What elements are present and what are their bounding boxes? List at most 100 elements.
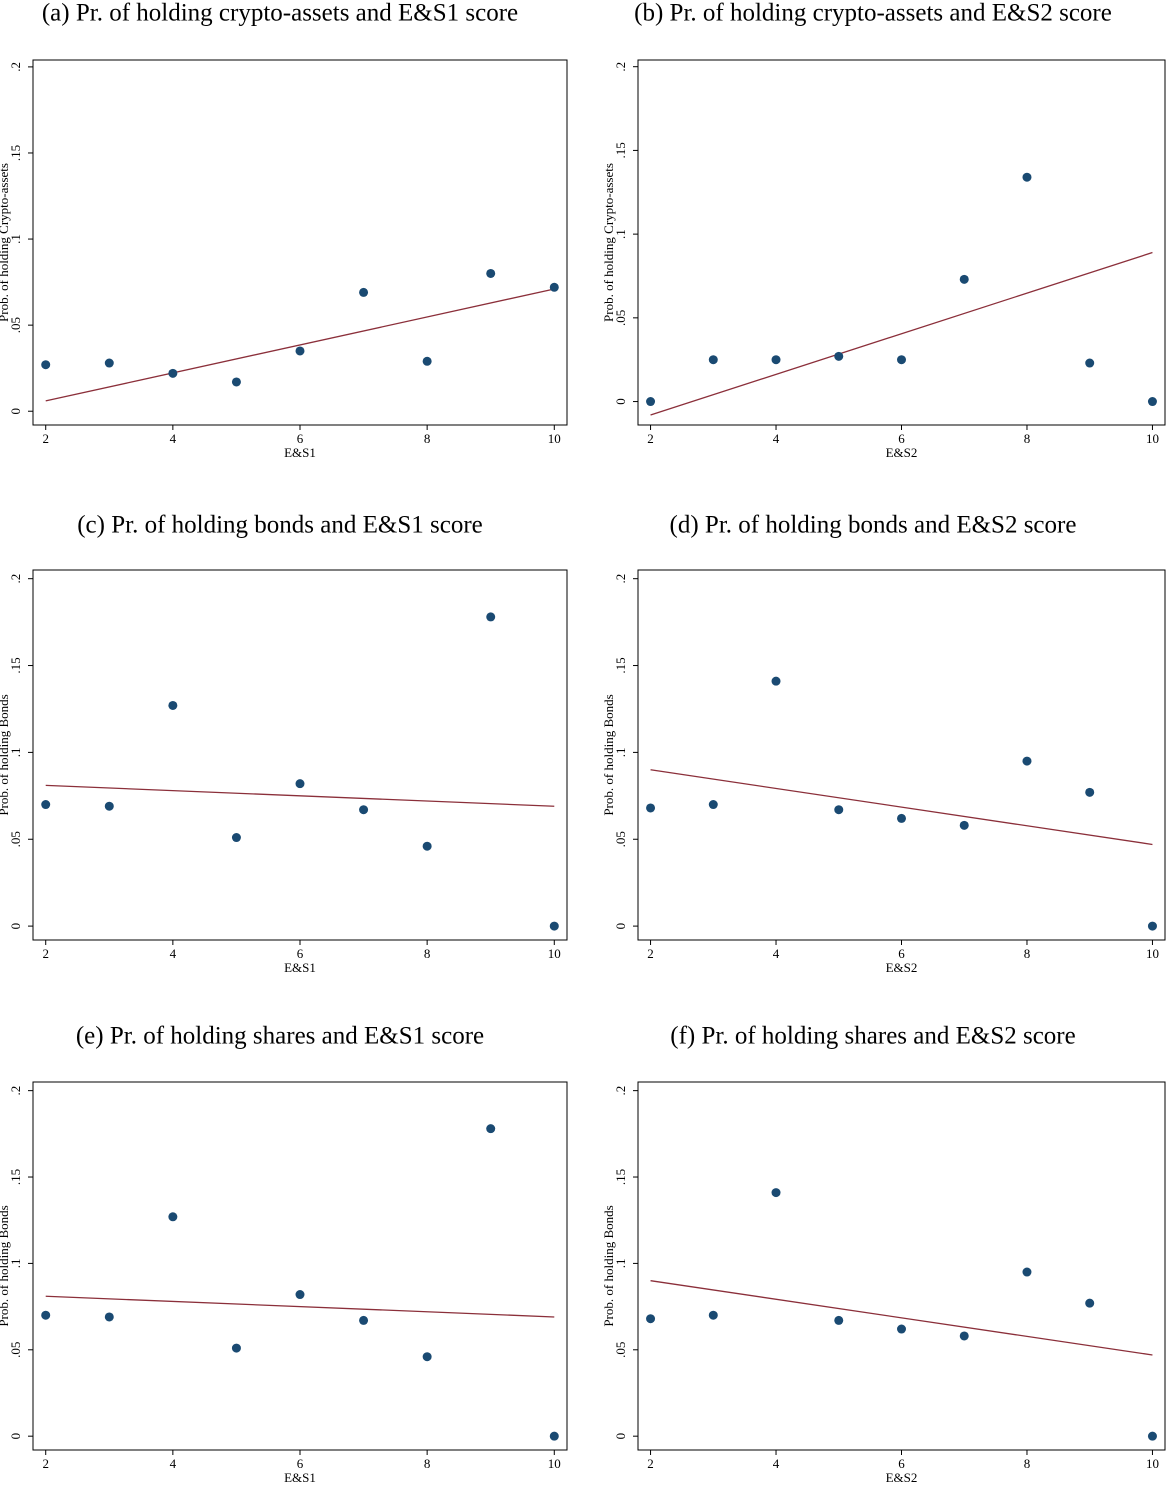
point	[771, 355, 781, 365]
point	[834, 1315, 844, 1325]
plot-frame	[637, 569, 1166, 941]
x-axis-label: E&S1	[284, 960, 316, 975]
point	[486, 1124, 496, 1134]
point	[104, 1312, 114, 1322]
x-tick-label: 2	[647, 431, 654, 446]
point	[359, 287, 369, 297]
y-tick-label: .1	[8, 1259, 23, 1269]
point	[959, 274, 969, 284]
y-tick-label: .2	[8, 1086, 23, 1096]
x-tick-label: 6	[898, 946, 905, 961]
point	[168, 368, 178, 378]
x-tick-label: 10	[1146, 431, 1159, 446]
point	[295, 346, 305, 356]
x-tick-label: 4	[773, 946, 780, 961]
y-tick-label: .2	[613, 1086, 628, 1096]
point	[359, 1315, 369, 1325]
y-axis-label: Prob. of holding Bonds	[601, 694, 616, 815]
x-tick-label: 6	[297, 431, 304, 446]
point	[104, 801, 114, 811]
y-tick-label: .2	[8, 574, 23, 584]
x-axis-label: E&S2	[886, 960, 918, 975]
point	[549, 1431, 559, 1441]
x-tick-label: 2	[647, 1456, 654, 1471]
x-tick-label: 8	[424, 1456, 431, 1471]
y-tick-label: .1	[613, 1259, 628, 1269]
point	[295, 779, 305, 789]
point	[486, 268, 496, 278]
y-tick-label: 0	[8, 1433, 23, 1440]
point	[104, 358, 114, 368]
y-tick-label: .05	[8, 1342, 23, 1358]
plot-frame	[32, 569, 568, 941]
point	[168, 700, 178, 710]
y-tick-label: 0	[613, 923, 628, 930]
point	[231, 833, 241, 843]
y-tick-label: 0	[8, 923, 23, 930]
x-tick-label: 8	[424, 431, 431, 446]
x-tick-label: 6	[297, 946, 304, 961]
fit-line	[45, 784, 555, 807]
y-tick-label: .05	[613, 310, 628, 326]
x-axis-label: E&S1	[284, 445, 316, 460]
x-tick-label: 2	[42, 946, 49, 961]
y-axis-label: Prob. of holding Bonds	[601, 1205, 616, 1326]
x-tick-label: 4	[170, 431, 177, 446]
y-tick-label: 0	[8, 408, 23, 415]
x-tick-label: 2	[42, 1456, 49, 1471]
y-axis-label: Prob. of holding Crypto-assets	[0, 163, 11, 322]
panel: (e) Pr. of holding shares and E&S1 score…	[0, 1023, 568, 1485]
point	[1147, 921, 1157, 931]
panel: (a) Pr. of holding crypto-assets and E&S…	[0, 0, 568, 460]
y-tick-label: .05	[613, 1342, 628, 1358]
y-tick-label: .15	[613, 142, 628, 158]
point	[646, 1314, 656, 1324]
point	[771, 1188, 781, 1198]
point	[231, 1343, 241, 1353]
point	[708, 355, 718, 365]
panel: (d) Pr. of holding bonds and E&S2 score 2…	[601, 512, 1166, 975]
y-tick-label: .1	[8, 234, 23, 244]
plot-frame	[32, 59, 568, 426]
point	[708, 800, 718, 810]
fit-line	[45, 1295, 555, 1318]
panel-title: (c) Pr. of holding bonds and E&S1 score	[77, 512, 483, 539]
y-axis-label: Prob. of holding Crypto-assets	[601, 163, 616, 322]
point	[1022, 756, 1032, 766]
point	[897, 355, 906, 365]
fit-line	[650, 769, 1153, 846]
y-tick-label: .1	[613, 748, 628, 758]
point	[646, 397, 656, 407]
fit-line	[45, 288, 555, 402]
x-tick-label: 6	[297, 1456, 304, 1471]
point	[1085, 787, 1095, 797]
x-axis-label: E&S2	[886, 1470, 918, 1485]
panel: (f) Pr. of holding shares and E&S2 score…	[601, 1023, 1166, 1485]
point	[231, 377, 241, 387]
panel-title: (e) Pr. of holding shares and E&S1 score	[76, 1023, 484, 1050]
y-tick-label: .1	[613, 229, 628, 239]
plot-frame	[637, 59, 1166, 426]
point	[168, 1212, 178, 1222]
panel: (c) Pr. of holding bonds and E&S1 score 2…	[0, 512, 568, 975]
point	[1022, 1267, 1032, 1277]
point	[1085, 1298, 1095, 1308]
point	[1085, 358, 1095, 368]
point	[41, 360, 51, 370]
panel-title: (a) Pr. of holding crypto-assets and E&S…	[42, 0, 518, 27]
x-tick-label: 6	[898, 1456, 905, 1471]
x-axis-label: E&S1	[284, 1470, 316, 1485]
point	[897, 813, 906, 823]
fit-line	[650, 251, 1153, 416]
point	[646, 803, 656, 813]
y-tick-label: .05	[8, 831, 23, 847]
y-tick-label: .1	[8, 748, 23, 758]
point	[41, 1310, 51, 1320]
y-tick-label: .15	[8, 657, 23, 673]
x-tick-label: 8	[1024, 431, 1031, 446]
point	[834, 351, 844, 361]
y-tick-label: 0	[613, 1433, 628, 1440]
x-tick-label: 10	[548, 946, 561, 961]
